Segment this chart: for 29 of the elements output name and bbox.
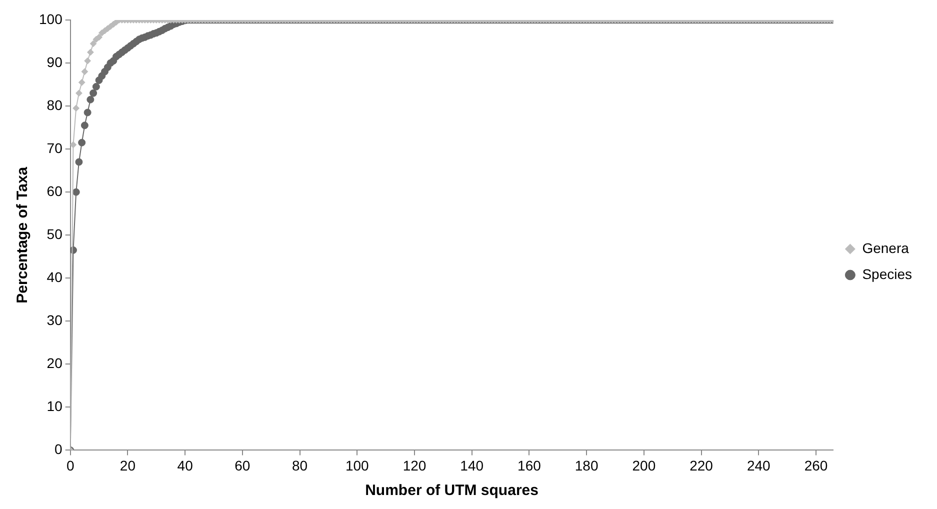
y-tick-label: 0 [54, 441, 63, 458]
x-tick-label: 20 [120, 457, 136, 474]
y-tick-label: 90 [46, 54, 63, 70]
x-tick-label: 60 [234, 457, 250, 474]
x-tick-label: 200 [632, 457, 656, 474]
y-tick-label: 100 [39, 10, 63, 27]
x-tick-label: 260 [804, 457, 828, 474]
y-tick-label: 60 [46, 182, 63, 199]
y-tick-label: 40 [46, 268, 63, 285]
legend-label: Species [862, 266, 912, 282]
x-tick-label: 100 [345, 457, 370, 474]
x-tick-label: 160 [518, 457, 542, 474]
x-tick-label: 80 [292, 457, 308, 474]
x-tick-label: 220 [690, 457, 714, 474]
x-tick-label: 120 [402, 457, 426, 474]
y-tick-label: 30 [46, 312, 63, 328]
x-tick-label: 140 [460, 457, 484, 474]
x-tick-label: 40 [177, 457, 194, 474]
x-tick-label: 0 [66, 457, 74, 474]
y-tick-label: 10 [46, 398, 63, 414]
y-tick-label: 50 [46, 226, 63, 242]
legend-label: Genera [862, 240, 910, 256]
x-tick-label: 180 [574, 457, 598, 474]
y-tick-label: 80 [46, 96, 63, 113]
x-tick-label: 240 [746, 457, 771, 474]
y-tick-label: 70 [46, 140, 63, 156]
x-axis-title: Number of UTM squares [365, 482, 538, 500]
y-tick-label: 20 [46, 355, 63, 372]
y-axis-title: Percentage of Taxa [14, 166, 32, 304]
